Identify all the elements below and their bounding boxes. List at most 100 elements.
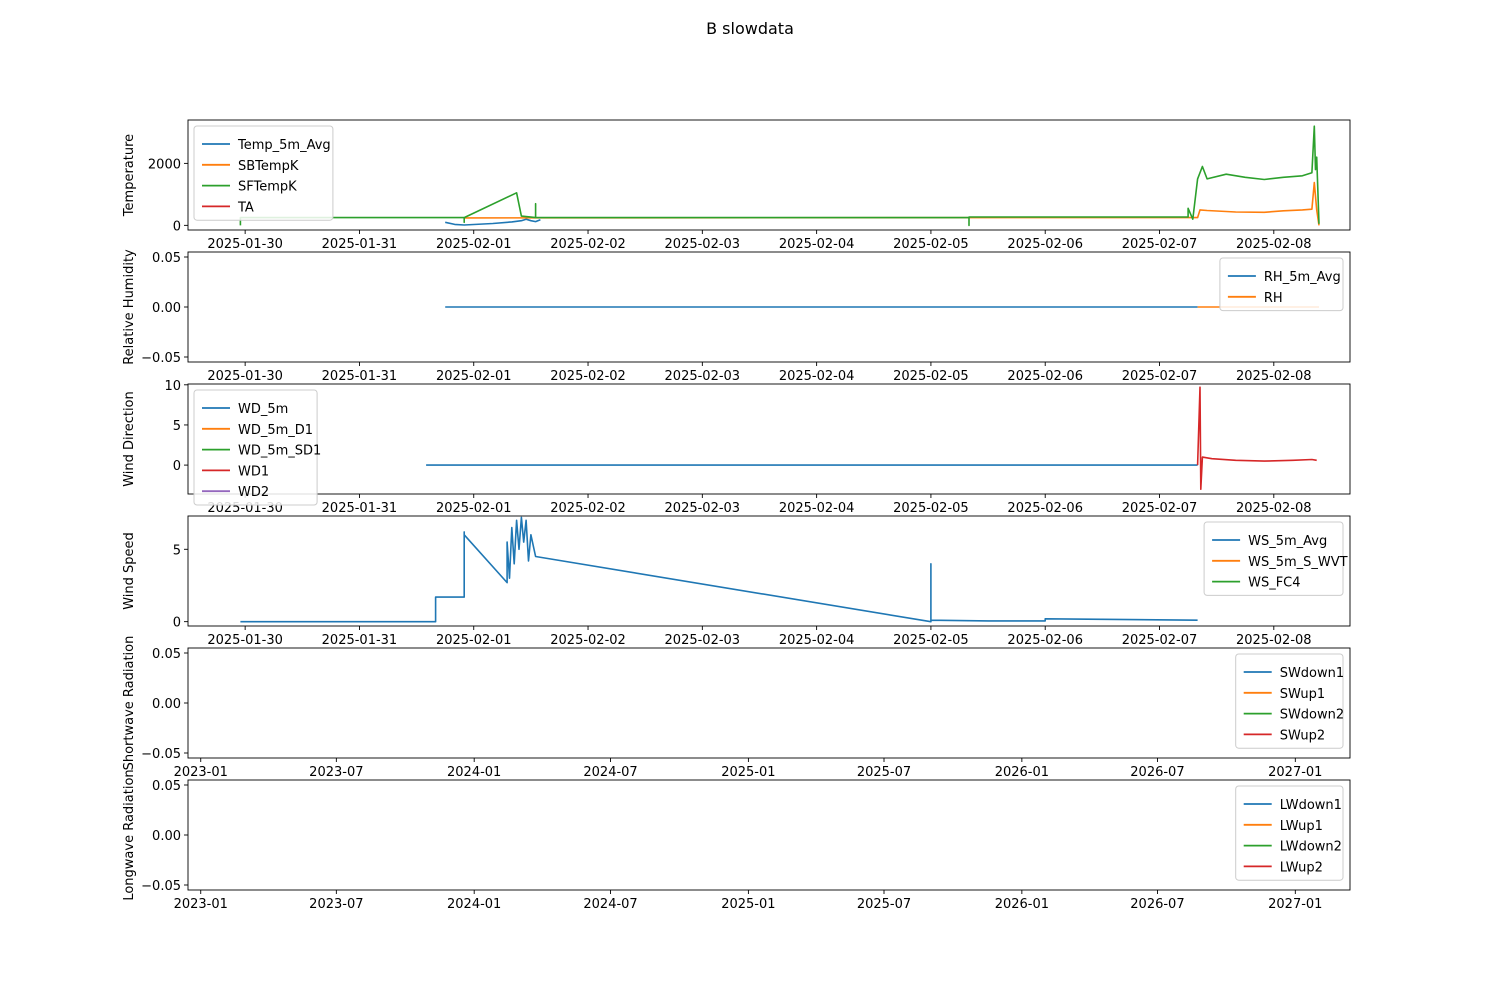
x-tick-label: 2025-02-04	[779, 237, 855, 252]
y-axis-label: Wind Speed	[122, 532, 137, 610]
x-tick-label: 2027-01	[1268, 897, 1322, 912]
x-tick-label: 2025-07	[857, 765, 911, 780]
panel-wind-direction: 2025-01-30 2025-01-31 2025-02-01 2025-02-02…	[122, 379, 1351, 516]
x-tick-label: 2025-02-03	[665, 633, 741, 648]
legend-entry-swdown2: SWdown2	[1280, 708, 1344, 723]
legend-entry-swup2: SWup2	[1280, 728, 1325, 743]
y-tick-label: 0	[173, 459, 181, 474]
x-tick-label: 2025-02-01	[436, 633, 512, 648]
x-tick-label: 2025-01-30	[207, 633, 283, 648]
y-tick-label: 5	[173, 543, 181, 558]
x-tick-label: 2025-02-02	[550, 369, 626, 384]
legend: SWdown1 SWup1 SWdown2 SWup2	[1235, 653, 1344, 749]
x-tick-label: 2025-02-03	[665, 237, 741, 252]
legend-entry-wd-5m: WD_5m	[238, 402, 288, 417]
x-tick-label: 2025-02-04	[779, 633, 855, 648]
y-axis-label: Longwave Radiation	[122, 769, 137, 900]
legend-entry-ta: TA	[237, 200, 254, 215]
legend-entry-lwdown2: LWdown2	[1280, 840, 1342, 855]
x-tick-label: 2025-02-07	[1122, 369, 1198, 384]
x-tick-label: 2027-01	[1268, 765, 1322, 780]
plot-frame	[187, 515, 1351, 627]
y-tick-label: 0.00	[152, 829, 181, 844]
y-axis-label: Relative Humidity	[122, 249, 137, 365]
x-tick-label: 2024-07	[583, 765, 637, 780]
x-tick-label: 2023-07	[309, 765, 363, 780]
legend-entry-sbtempk: SBTempK	[238, 159, 299, 174]
y-tick-label: 0.05	[152, 251, 181, 266]
series-line-ws-5m-avg	[240, 516, 1198, 623]
legend: RH_5m_Avg RH	[1219, 257, 1344, 312]
y-axis-label: Shortwave Radiation	[122, 636, 137, 771]
x-tick-label: 2026-01	[995, 897, 1049, 912]
y-axis-label: Wind Direction	[122, 391, 137, 487]
legend-entry-sftempk: SFTempK	[238, 180, 297, 195]
legend-entry-rh-5m-avg: RH_5m_Avg	[1264, 270, 1341, 285]
legend: WS_5m_Avg WS_5m_S_WVT WS_FC4	[1203, 521, 1348, 596]
y-tick-label: 0	[173, 219, 181, 234]
y-tick-label: 0.00	[152, 301, 181, 316]
panels: 2025-01-30 2025-01-31 2025-02-01 2025-02-02…	[122, 119, 1351, 912]
y-tick-label: −0.05	[141, 879, 181, 894]
x-tick-label: 2023-01	[174, 897, 228, 912]
legend-entry-temp-5m-avg: Temp_5m_Avg	[237, 138, 331, 153]
x-tick-label: 2025-02-01	[436, 501, 512, 516]
legend-entry-lwup1: LWup1	[1280, 819, 1323, 834]
panel-temperature: 2025-01-30 2025-01-31 2025-02-01 2025-02-02…	[122, 119, 1351, 252]
legend: LWdown1 LWup1 LWdown2 LWup2	[1235, 785, 1344, 881]
legend-entry-wd1: WD1	[238, 464, 269, 479]
x-tick-label: 2025-01-31	[322, 633, 398, 648]
y-tick-label: 10	[164, 379, 181, 394]
x-tick-label: 2025-02-03	[665, 501, 741, 516]
y-tick-label: 0.00	[152, 697, 181, 712]
y-tick-label: 0.05	[152, 779, 181, 794]
x-tick-label: 2025-02-07	[1122, 633, 1198, 648]
x-tick-label: 2025-01	[721, 765, 775, 780]
legend-entry-wd-5m-sd1: WD_5m_SD1	[238, 444, 321, 459]
x-tick-label: 2025-02-02	[550, 633, 626, 648]
legend-entry-ws-fc4: WS_FC4	[1248, 576, 1300, 591]
x-tick-label: 2025-02-06	[1007, 633, 1083, 648]
x-tick-label: 2025-02-05	[893, 501, 969, 516]
x-tick-label: 2023-01	[174, 765, 228, 780]
figure-title: B slowdata	[706, 19, 794, 38]
y-tick-label: −0.05	[141, 747, 181, 762]
x-tick-label: 2025-02-02	[550, 237, 626, 252]
legend-frame	[193, 125, 334, 221]
legend-frame	[1235, 785, 1344, 881]
legend-entry-ws-5m-s-wvt: WS_5m_S_WVT	[1248, 555, 1348, 570]
plot-frame	[187, 119, 1351, 231]
y-tick-label: 0	[173, 616, 181, 631]
x-tick-label: 2025-02-01	[436, 369, 512, 384]
y-tick-label: −0.05	[141, 351, 181, 366]
x-tick-label: 2025-02-01	[436, 237, 512, 252]
series-line-temp-5m-avg	[445, 218, 541, 226]
y-tick-label: 5	[173, 419, 181, 434]
legend: WD_5m WD_5m_D1 WD_5m_SD1 WD1 WD2	[193, 389, 321, 506]
legend-entry-swup1: SWup1	[1280, 687, 1325, 702]
x-tick-label: 2025-02-07	[1122, 237, 1198, 252]
x-tick-label: 2025-01-31	[322, 237, 398, 252]
x-tick-label: 2026-07	[1130, 765, 1184, 780]
x-tick-label: 2025-01-31	[322, 369, 398, 384]
panel-longwave-radiation: 2023-01 2023-07 2024-01 2024-07 2025-01 2025-…	[122, 769, 1351, 912]
series-line-sbtempk	[464, 181, 1320, 226]
legend-entry-wd2: WD2	[238, 485, 269, 500]
x-tick-label: 2025-01	[721, 897, 775, 912]
legend-entry-wd-5m-d1: WD_5m_D1	[238, 423, 313, 438]
x-tick-label: 2025-02-06	[1007, 237, 1083, 252]
plot-frame	[187, 383, 1351, 495]
legend-frame	[193, 389, 318, 506]
series-line-sftempk	[239, 125, 1320, 227]
x-tick-label: 2025-02-08	[1236, 501, 1312, 516]
x-tick-label: 2025-02-06	[1007, 501, 1083, 516]
x-tick-label: 2025-02-04	[779, 369, 855, 384]
plot-frame	[187, 647, 1351, 759]
legend-entry-lwdown1: LWdown1	[1280, 798, 1342, 813]
panel-shortwave-radiation: 2023-01 2023-07 2024-01 2024-07 2025-01 2025-…	[122, 636, 1351, 780]
x-tick-label: 2025-02-05	[893, 369, 969, 384]
x-tick-label: 2026-01	[995, 765, 1049, 780]
x-tick-label: 2025-02-07	[1122, 501, 1198, 516]
legend-entry-lwup2: LWup2	[1280, 860, 1323, 875]
